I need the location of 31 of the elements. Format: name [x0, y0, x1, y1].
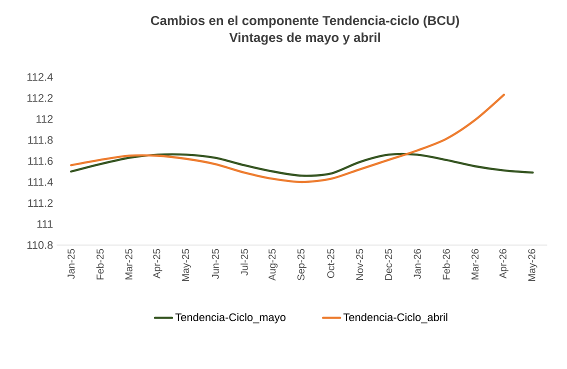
- x-tick-label: Feb-26: [442, 249, 450, 280]
- y-tick-label: 111.6: [28, 157, 53, 165]
- legend-label: Tendencia-Ciclo_abril: [343, 313, 448, 324]
- y-tick-label: 112.2: [27, 94, 53, 102]
- x-tick-label: Jan-26: [414, 249, 421, 279]
- x-tick-label: Jun-25: [212, 249, 219, 279]
- y-tick-label: 111.4: [28, 178, 53, 186]
- x-tick-label: May-25: [182, 249, 192, 282]
- y-tick-label: 112.4: [27, 73, 53, 81]
- chart-title: Cambios en el componente Tendencia-ciclo (BCU) Vintages de mayo y abril: [150, 16, 460, 45]
- line-series: [70, 94, 505, 184]
- y-tick-label: 110.8: [27, 241, 53, 249]
- y-tick-label: 111.8: [28, 136, 53, 144]
- x-tick-label: Dec-25: [384, 249, 392, 280]
- x-tick-label: Oct-25: [327, 249, 334, 278]
- y-tick-label: 111.2: [28, 199, 53, 207]
- x-tick-label: Sep-25: [297, 249, 306, 280]
- x-tick-label: Aug-25: [268, 249, 278, 281]
- x-tick-label: Mar-26: [472, 249, 479, 280]
- x-tick-label: May-26: [528, 249, 538, 282]
- x-tick-label: Mar-25: [125, 249, 132, 280]
- y-tick-label: 111: [37, 220, 53, 228]
- x-tick-label: Jul-25: [240, 249, 248, 276]
- x-tick-label: Feb-25: [96, 249, 104, 280]
- legend-label: Tendencia-Ciclo_mayo: [175, 313, 286, 324]
- x-tick-label: Jan-25: [68, 249, 75, 279]
- x-tick-label: Apr-25: [153, 249, 162, 278]
- x-tick-label: Nov-25: [356, 249, 364, 280]
- line-series: [70, 152, 534, 177]
- y-tick-label: 112: [36, 115, 53, 123]
- x-tick-label: Apr-26: [499, 249, 508, 278]
